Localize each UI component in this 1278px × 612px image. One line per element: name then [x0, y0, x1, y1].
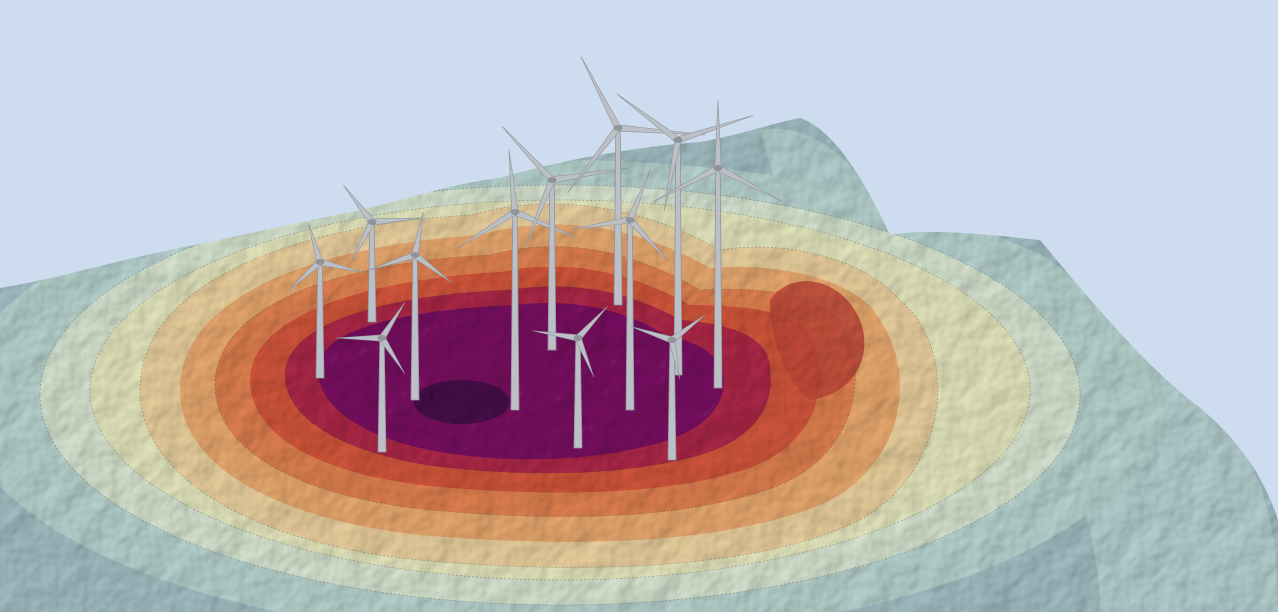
wind-turbine	[616, 93, 754, 376]
turbine-hub	[367, 219, 377, 225]
turbine-hub	[673, 137, 683, 143]
turbine-hub	[315, 259, 325, 265]
secondary-hill	[770, 281, 865, 400]
contour-core	[414, 380, 510, 424]
wind-turbine	[335, 301, 406, 453]
turbine-hub	[625, 217, 635, 223]
turbine-hub	[573, 335, 583, 341]
turbine-hub	[667, 337, 677, 343]
turbine-hub	[713, 165, 723, 171]
turbine-tower	[573, 337, 583, 449]
wind-turbine	[570, 169, 669, 411]
turbine-tower	[713, 167, 723, 389]
wind-turbine	[287, 222, 364, 379]
wind-turbine	[652, 100, 784, 389]
wind-turbine	[343, 184, 422, 323]
turbine-hub	[547, 177, 557, 183]
contour-band-9	[318, 303, 724, 460]
turbine-hub	[613, 125, 623, 131]
wind-turbine	[567, 56, 706, 306]
turbine-group	[287, 56, 784, 461]
turbine-hub	[510, 209, 520, 215]
turbine-tower	[410, 254, 420, 401]
turbine-hub	[410, 252, 420, 258]
turbine-hub	[377, 335, 387, 341]
wind-turbine	[369, 212, 452, 401]
wind-turbine	[501, 126, 629, 351]
turbine-tower	[367, 221, 377, 323]
turbine-tower	[315, 261, 325, 379]
wind-turbine	[630, 314, 706, 461]
wind-turbine	[457, 149, 579, 411]
turbine-tower	[510, 211, 520, 411]
wind-turbine	[532, 306, 608, 449]
turbine-tower	[625, 219, 635, 411]
turbine-tower	[613, 127, 623, 306]
turbine-tower	[377, 337, 387, 453]
turbine-tower	[547, 179, 557, 351]
